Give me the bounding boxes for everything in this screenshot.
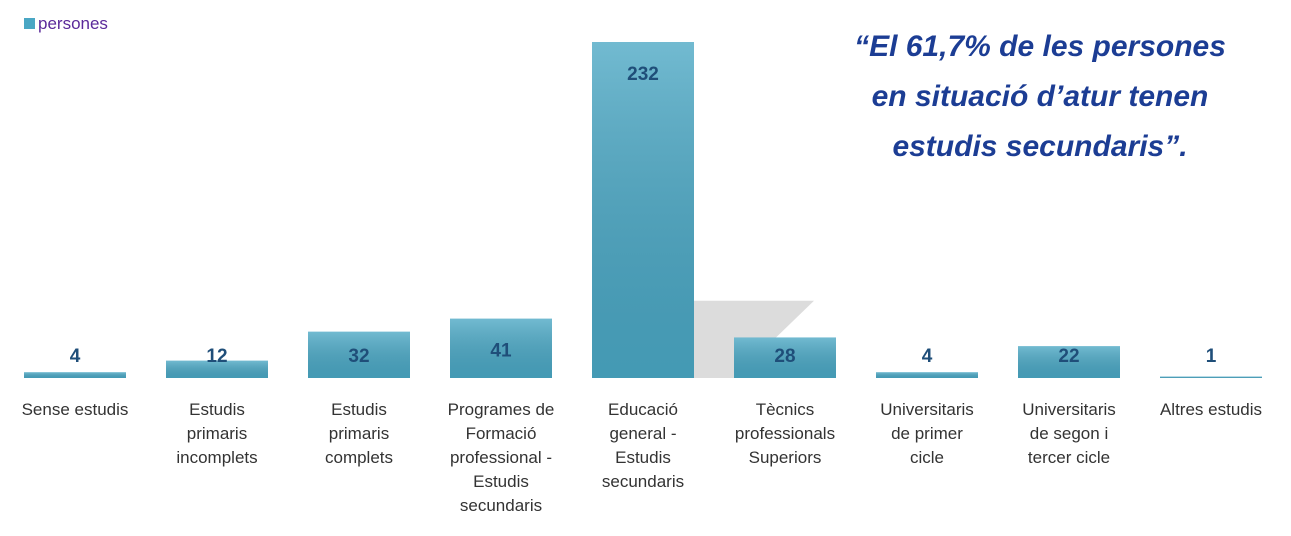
bar-shade	[1160, 376, 1262, 378]
value-label: 4	[70, 346, 81, 367]
legend-label: persones	[38, 14, 108, 33]
legend-swatch	[24, 18, 35, 29]
value-label: 41	[490, 341, 512, 362]
annotation: “El 61,7% de les persones	[854, 30, 1226, 63]
bar-shade	[1018, 346, 1120, 378]
x-tick-label: Tècnics professionals Superiors	[734, 400, 836, 467]
bar-shade	[876, 372, 978, 378]
bar-shade	[450, 318, 552, 378]
bar-shade	[308, 331, 410, 378]
value-label: 4	[922, 346, 933, 367]
x-tick-label: Educació general - Estudis secundaris	[601, 400, 685, 491]
x-tick-label: Estudis primaris complets	[324, 400, 394, 467]
x-tick-label: Universitaris de primer cicle	[880, 400, 974, 467]
x-tick-label: Altres estudis	[1159, 400, 1263, 419]
value-label: 12	[206, 346, 227, 367]
bar-shade	[166, 360, 268, 378]
bar-shade	[24, 372, 126, 378]
x-tick-label: Universitaris de segon i tercer cicle	[1022, 400, 1116, 467]
x-tick-label: Programes de Formació professional - Est…	[447, 400, 555, 515]
value-label: 232	[627, 64, 659, 85]
annotation: en situació d’atur tenen	[871, 80, 1209, 113]
bar-shade	[592, 42, 694, 378]
value-label: 22	[1058, 346, 1079, 367]
value-label: 28	[774, 346, 795, 367]
value-label: 32	[348, 346, 369, 367]
x-tick-label: Sense estudis	[21, 400, 129, 419]
annotation: estudis secundaris”.	[892, 130, 1188, 163]
legend: persones	[24, 14, 108, 34]
bar-shade	[734, 337, 836, 378]
value-label: 1	[1206, 346, 1217, 367]
x-tick-label: Estudis primaris incomplets	[176, 400, 258, 467]
